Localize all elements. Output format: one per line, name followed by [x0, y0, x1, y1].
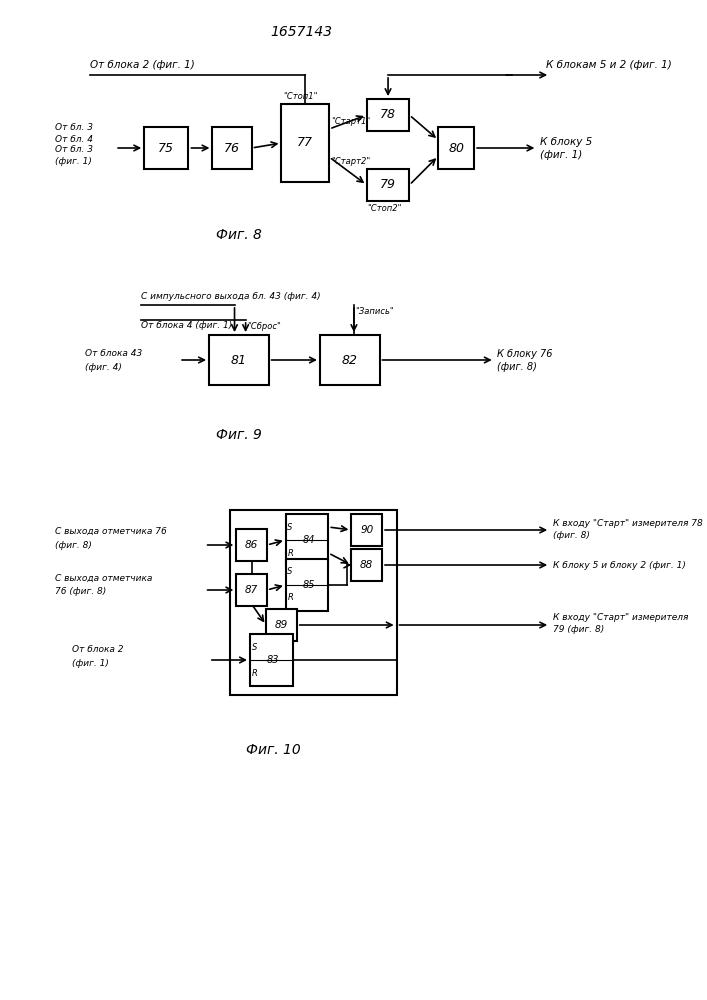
Text: От блока 43: От блока 43 — [86, 350, 143, 359]
FancyBboxPatch shape — [286, 559, 328, 611]
Text: 88: 88 — [360, 560, 373, 570]
Text: 75: 75 — [158, 141, 175, 154]
Text: R: R — [288, 548, 293, 558]
Text: R: R — [288, 593, 293, 602]
FancyBboxPatch shape — [250, 634, 293, 686]
Text: 77: 77 — [298, 136, 313, 149]
Text: 79: 79 — [380, 178, 396, 192]
Text: От бл. 3: От бл. 3 — [55, 145, 93, 154]
Text: (фиг. 1): (фиг. 1) — [55, 156, 93, 165]
Text: "Сброс": "Сброс" — [247, 322, 281, 331]
Text: От бл. 4: От бл. 4 — [55, 134, 93, 143]
Text: К блоку 5 и блоку 2 (фиг. 1): К блоку 5 и блоку 2 (фиг. 1) — [553, 560, 686, 570]
Text: 81: 81 — [230, 354, 247, 366]
Text: (фиг. 8): (фиг. 8) — [553, 532, 590, 540]
Text: От блока 4 (фиг. 1): От блока 4 (фиг. 1) — [141, 321, 232, 330]
FancyBboxPatch shape — [367, 99, 409, 131]
FancyBboxPatch shape — [209, 335, 269, 385]
Text: С импульсного выхода бл. 43 (фиг. 4): С импульсного выхода бл. 43 (фиг. 4) — [141, 292, 320, 301]
Text: 1657143: 1657143 — [270, 25, 332, 39]
Text: 78: 78 — [380, 108, 396, 121]
Text: 79 (фиг. 8): 79 (фиг. 8) — [553, 626, 604, 635]
Text: 89: 89 — [275, 620, 288, 630]
FancyBboxPatch shape — [351, 549, 382, 581]
Text: К блоку 76: К блоку 76 — [497, 349, 553, 359]
Text: (фиг. 8): (фиг. 8) — [497, 362, 537, 372]
Text: "Стоп1": "Стоп1" — [283, 92, 317, 101]
Text: 76: 76 — [224, 141, 240, 154]
Text: (фиг. 1): (фиг. 1) — [540, 150, 582, 160]
Text: От блока 2 (фиг. 1): От блока 2 (фиг. 1) — [90, 60, 194, 70]
FancyBboxPatch shape — [236, 574, 267, 606]
Text: 84: 84 — [303, 535, 315, 545]
FancyBboxPatch shape — [438, 127, 474, 169]
Text: 90: 90 — [360, 525, 373, 535]
Text: 85: 85 — [303, 580, 315, 590]
Text: (фиг. 1): (фиг. 1) — [73, 658, 110, 668]
Text: "Старт2": "Старт2" — [331, 156, 370, 165]
Text: 76 (фиг. 8): 76 (фиг. 8) — [55, 586, 107, 595]
FancyBboxPatch shape — [286, 514, 328, 566]
FancyBboxPatch shape — [236, 529, 267, 561]
FancyBboxPatch shape — [144, 127, 189, 169]
Text: 86: 86 — [245, 540, 258, 550]
Text: С выхода отметчика 76: С выхода отметчика 76 — [55, 526, 167, 536]
FancyBboxPatch shape — [367, 169, 409, 201]
Text: Фиг. 10: Фиг. 10 — [245, 743, 300, 757]
FancyBboxPatch shape — [281, 104, 329, 182]
Text: "Старт1": "Старт1" — [331, 116, 370, 125]
Text: 83: 83 — [267, 655, 279, 665]
Text: К блоку 5: К блоку 5 — [540, 137, 592, 147]
Text: (фиг. 8): (фиг. 8) — [55, 540, 93, 550]
Text: К входу "Старт" измерителя: К входу "Старт" измерителя — [553, 612, 688, 621]
Text: 87: 87 — [245, 585, 258, 595]
Text: S: S — [288, 568, 293, 576]
Text: 80: 80 — [448, 141, 464, 154]
Text: Фиг. 9: Фиг. 9 — [216, 428, 262, 442]
Text: К входу "Старт" измерителя 78: К входу "Старт" измерителя 78 — [553, 518, 703, 528]
Text: Фиг. 8: Фиг. 8 — [216, 228, 262, 242]
Text: S: S — [288, 522, 293, 532]
Text: От бл. 3: От бл. 3 — [55, 123, 93, 132]
FancyBboxPatch shape — [266, 609, 297, 641]
Text: (фиг. 4): (фиг. 4) — [86, 362, 122, 371]
Text: К блокам 5 и 2 (фиг. 1): К блокам 5 и 2 (фиг. 1) — [546, 60, 672, 70]
FancyBboxPatch shape — [320, 335, 380, 385]
Text: С выхода отметчика: С выхода отметчика — [55, 574, 153, 582]
Text: "Запись": "Запись" — [356, 307, 395, 316]
Text: R: R — [252, 668, 257, 678]
FancyBboxPatch shape — [351, 514, 382, 546]
Text: "Стоп2": "Стоп2" — [367, 204, 402, 213]
Text: 82: 82 — [341, 354, 358, 366]
FancyBboxPatch shape — [212, 127, 252, 169]
Text: От блока 2: От блока 2 — [73, 646, 124, 654]
Text: S: S — [252, 643, 257, 652]
